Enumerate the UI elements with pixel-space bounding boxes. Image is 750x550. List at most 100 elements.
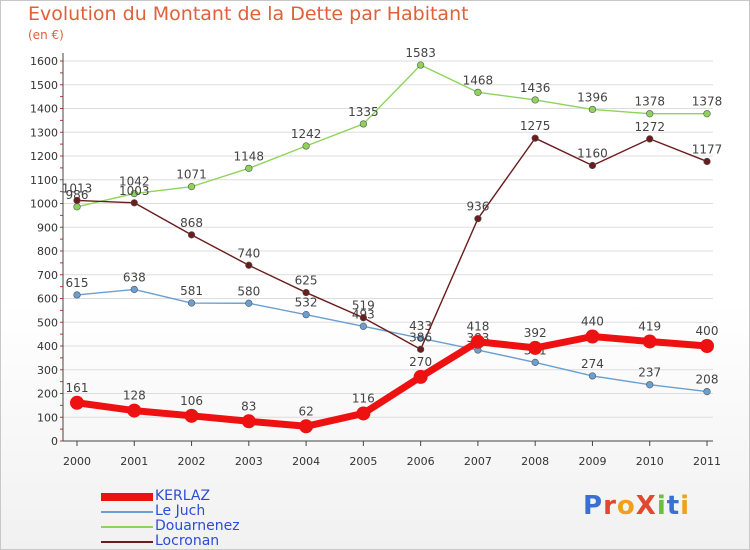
data-point [703, 157, 711, 166]
y-tick-label: 1600 [30, 55, 58, 68]
data-point [130, 199, 138, 207]
x-tick-label: 2008 [521, 455, 549, 468]
data-label: 986 [66, 188, 89, 202]
y-tick-label: 500 [37, 316, 58, 329]
unit-label: (en €) [28, 28, 64, 42]
data-point [241, 414, 256, 429]
legend-label: Locronan [155, 533, 220, 549]
data-label: 1160 [577, 147, 608, 161]
data-label: 581 [180, 284, 203, 298]
data-point [413, 369, 428, 384]
legend-label: Le Juch [155, 503, 206, 519]
data-label: 83 [241, 399, 256, 413]
data-point [184, 408, 199, 423]
legend-swatch [101, 541, 153, 543]
data-label: 208 [696, 373, 719, 387]
data-point [359, 314, 367, 322]
x-tick-label: 2001 [120, 455, 148, 468]
x-tick-label: 2002 [178, 455, 206, 468]
data-point [245, 261, 253, 269]
legend-swatch [101, 511, 153, 513]
data-point [417, 345, 425, 353]
data-label: 638 [123, 270, 146, 284]
x-tick-label: 2010 [636, 455, 664, 468]
x-tick-label: 2003 [235, 455, 263, 468]
series-line [73, 333, 711, 430]
data-label: 625 [295, 274, 318, 288]
data-label: 1013 [62, 181, 93, 195]
data-point [245, 299, 253, 307]
data-point [302, 142, 310, 150]
y-tick-label: 200 [37, 388, 58, 401]
data-label: 386 [409, 330, 432, 344]
data-point [646, 381, 654, 389]
y-tick-label: 400 [37, 340, 58, 353]
chart-title: Evolution du Montant de la Dette par Hab… [28, 3, 469, 25]
data-label: 440 [581, 315, 604, 329]
data-label: 116 [352, 391, 375, 405]
data-label: 392 [524, 326, 547, 340]
series-line [76, 137, 708, 351]
x-tick-label: 2011 [693, 455, 721, 468]
legend-label: KERLAZ [155, 488, 211, 504]
data-label: 400 [696, 324, 719, 338]
data-label: 161 [66, 381, 89, 395]
data-label: 270 [409, 355, 432, 369]
x-tick-label: 2007 [464, 455, 492, 468]
data-point [474, 88, 482, 96]
data-point [299, 419, 314, 434]
series-line [76, 288, 708, 393]
data-point [646, 110, 654, 118]
data-label: 615 [66, 276, 89, 290]
data-point [588, 161, 597, 170]
x-tick-label: 2006 [407, 455, 435, 468]
data-point [585, 329, 600, 344]
data-point [245, 164, 253, 172]
data-point [187, 299, 196, 307]
data-point [73, 196, 81, 205]
data-label: 1335 [348, 105, 379, 119]
legend-swatch [101, 526, 153, 528]
data-label: 62 [298, 404, 313, 418]
data-point [528, 340, 543, 355]
data-label: 1242 [291, 127, 322, 141]
data-point [531, 134, 539, 142]
y-tick-label: 800 [37, 245, 58, 258]
series-line [76, 64, 708, 208]
data-label: 1272 [634, 120, 665, 134]
data-point [187, 231, 196, 239]
data-label: 1071 [176, 168, 207, 182]
data-point [642, 334, 657, 349]
data-point [474, 215, 482, 223]
data-point [130, 285, 138, 294]
y-tick-label: 0 [51, 435, 58, 448]
data-point [359, 120, 367, 128]
data-label: 1378 [634, 95, 665, 109]
data-label: 1275 [520, 119, 551, 133]
y-tick-label: 1000 [30, 198, 58, 211]
data-point [531, 96, 539, 104]
data-label: 1436 [520, 81, 551, 95]
legend-label: Douarnenez [155, 518, 240, 534]
data-label: 1396 [577, 90, 608, 104]
data-point [359, 322, 367, 330]
y-tick-label: 700 [37, 269, 58, 282]
data-point [703, 110, 711, 118]
y-tick-label: 300 [37, 364, 58, 377]
data-label: 274 [581, 357, 604, 371]
y-tick-label: 1400 [30, 103, 58, 116]
data-point [531, 358, 539, 366]
data-label: 580 [237, 284, 260, 298]
y-tick-label: 100 [37, 411, 58, 424]
x-tick-label: 2004 [292, 455, 320, 468]
data-label: 1148 [234, 149, 265, 163]
data-label: 128 [123, 389, 146, 403]
data-point [70, 395, 84, 410]
data-label: 740 [237, 246, 260, 260]
data-point [417, 334, 425, 342]
data-point [703, 388, 711, 396]
data-label: 433 [409, 319, 432, 333]
y-tick-label: 1100 [30, 174, 58, 187]
